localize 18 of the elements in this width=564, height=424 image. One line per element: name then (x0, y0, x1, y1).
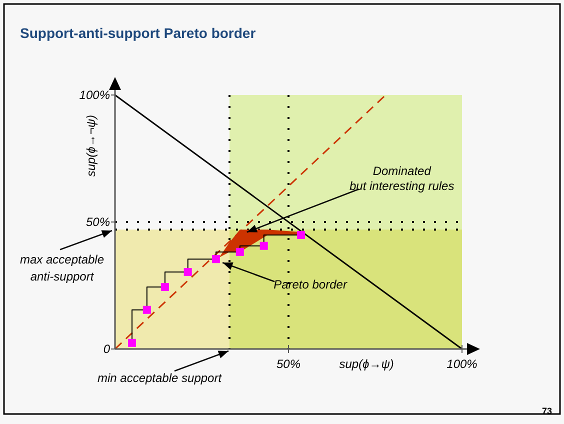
point (236, 248, 244, 256)
point (160, 283, 169, 292)
y-tick-label: 50% (86, 215, 110, 229)
point (142, 306, 151, 314)
y-tick-label: 0 (103, 342, 110, 356)
x-axis-title: sup(ϕ→ψ) (339, 357, 394, 371)
point (128, 338, 136, 347)
annotation: Dominated but interesting rules (349, 164, 454, 194)
chart-title: Support-anti-support Pareto border (20, 25, 256, 41)
point (212, 255, 220, 264)
annotation: min acceptable support (97, 371, 222, 385)
y-tick-label: 100% (79, 88, 110, 102)
y-axis-title: sup(ϕ→¬ψ) (84, 114, 98, 177)
annotation: max acceptable anti-support (20, 252, 104, 284)
annotation: Pareto border (274, 278, 348, 292)
point (184, 268, 192, 276)
point (296, 230, 305, 239)
point (260, 242, 268, 250)
